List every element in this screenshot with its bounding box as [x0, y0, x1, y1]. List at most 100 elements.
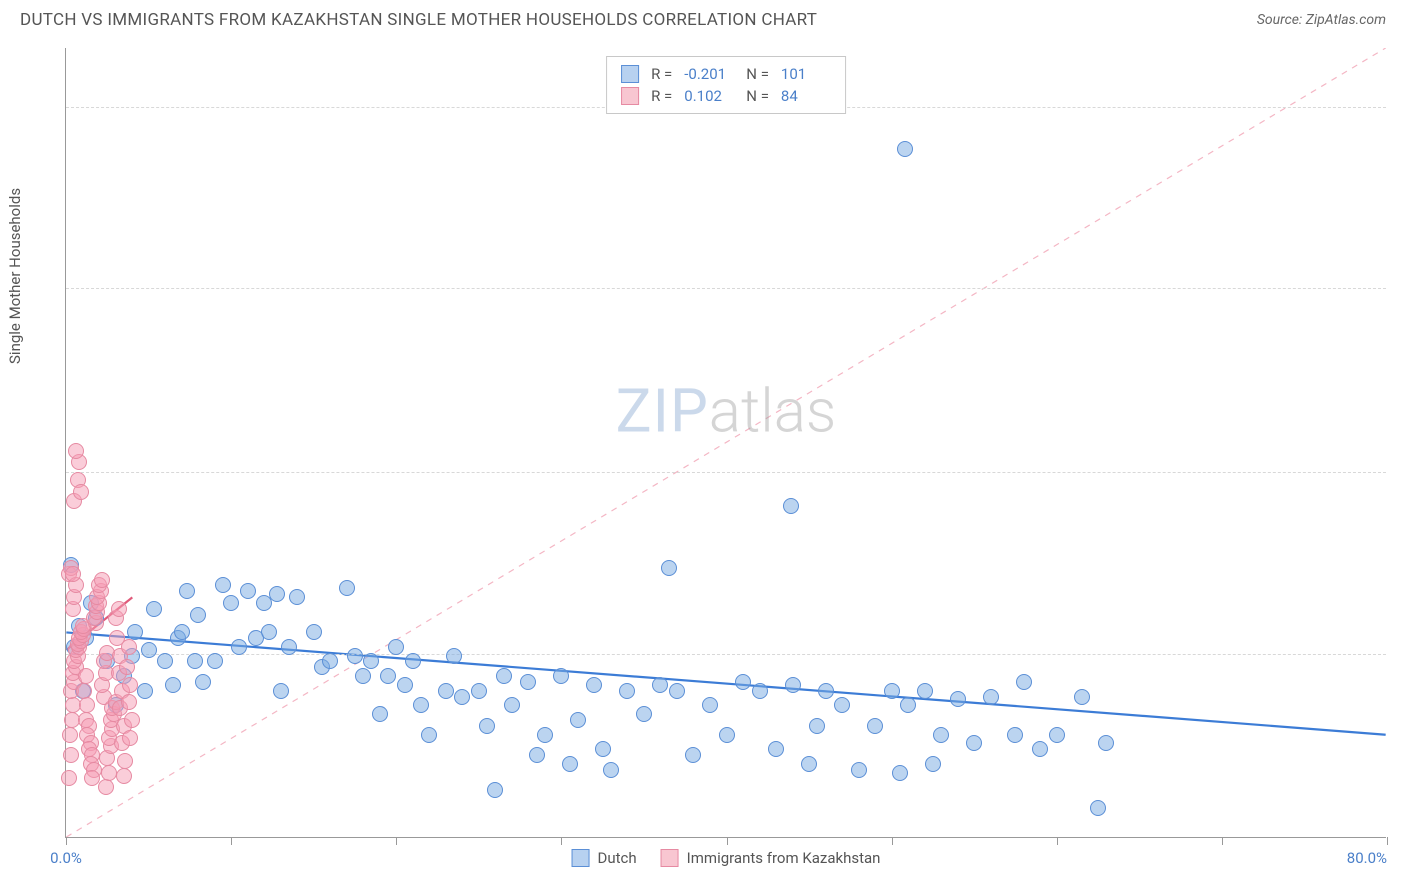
data-point	[562, 756, 578, 772]
data-point	[117, 753, 133, 769]
data-point	[65, 697, 81, 713]
data-point	[809, 718, 825, 734]
x-min-label: 0.0%	[50, 849, 82, 867]
data-point	[421, 727, 437, 743]
data-point	[122, 677, 138, 693]
data-point	[111, 601, 127, 617]
data-point	[685, 747, 701, 763]
data-point	[195, 674, 211, 690]
data-point	[121, 694, 137, 710]
data-point	[231, 639, 247, 655]
x-tick	[727, 837, 728, 845]
data-point	[504, 697, 520, 713]
data-point	[62, 727, 78, 743]
data-point	[121, 639, 137, 655]
data-point	[101, 765, 117, 781]
data-point	[636, 706, 652, 722]
data-point	[933, 727, 949, 743]
data-point	[884, 683, 900, 699]
data-point	[479, 718, 495, 734]
data-point	[801, 756, 817, 772]
data-point	[273, 683, 289, 699]
data-point	[851, 762, 867, 778]
x-tick	[1387, 837, 1388, 845]
legend-item: Dutch	[572, 849, 637, 867]
x-tick	[1057, 837, 1058, 845]
data-point	[785, 677, 801, 693]
x-tick	[396, 837, 397, 845]
data-point	[1098, 735, 1114, 751]
chart-title: DUTCH VS IMMIGRANTS FROM KAZAKHSTAN SING…	[20, 10, 817, 30]
data-point	[157, 653, 173, 669]
data-point	[223, 595, 239, 611]
data-point	[1007, 727, 1023, 743]
data-point	[179, 583, 195, 599]
x-max-label: 80.0%	[1347, 849, 1387, 867]
data-point	[61, 770, 77, 786]
data-point	[98, 779, 114, 795]
data-point	[79, 697, 95, 713]
data-point	[661, 560, 677, 576]
legend-item: Immigrants from Kazakhstan	[661, 849, 881, 867]
correlation-legend: R =-0.201N =101R =0.102N =84	[606, 56, 846, 114]
data-point	[702, 697, 718, 713]
data-point	[520, 674, 536, 690]
chart-source: Source: ZipAtlas.com	[1257, 12, 1386, 28]
data-point	[619, 683, 635, 699]
data-point	[570, 712, 586, 728]
data-point	[595, 741, 611, 757]
data-point	[413, 697, 429, 713]
y-tick-label: 12.5%	[1391, 463, 1406, 481]
data-point	[1074, 689, 1090, 705]
gridline	[66, 288, 1386, 289]
data-point	[892, 765, 908, 781]
legend-swatch	[621, 65, 639, 83]
data-point	[68, 443, 84, 459]
data-point	[355, 668, 371, 684]
data-point	[405, 653, 421, 669]
watermark: ZIPatlas	[616, 375, 837, 446]
data-point	[240, 583, 256, 599]
chart-header: DUTCH VS IMMIGRANTS FROM KAZAKHSTAN SING…	[0, 0, 1406, 38]
data-point	[917, 683, 933, 699]
data-point	[454, 689, 470, 705]
trend-lines	[66, 48, 1386, 837]
data-point	[1049, 727, 1065, 743]
data-point	[752, 683, 768, 699]
y-tick-label: 25.0%	[1391, 98, 1406, 116]
data-point	[322, 653, 338, 669]
legend-row: R =0.102N =84	[621, 85, 831, 107]
data-point	[363, 653, 379, 669]
chart-container: Single Mother Households ZIPatlas R =-0.…	[50, 48, 1386, 838]
data-point	[983, 689, 999, 705]
data-point	[1032, 741, 1048, 757]
data-point	[719, 727, 735, 743]
data-point	[76, 683, 92, 699]
legend-swatch	[661, 849, 679, 867]
data-point	[950, 691, 966, 707]
data-point	[397, 677, 413, 693]
data-point	[187, 653, 203, 669]
data-point	[261, 624, 277, 640]
data-point	[380, 668, 396, 684]
data-point	[190, 607, 206, 623]
data-point	[137, 683, 153, 699]
legend-swatch	[572, 849, 590, 867]
data-point	[289, 589, 305, 605]
data-point	[94, 572, 110, 588]
plot-area: ZIPatlas R =-0.201N =101R =0.102N =84 Du…	[65, 48, 1386, 838]
y-tick-label: 18.8%	[1391, 279, 1406, 297]
data-point	[586, 677, 602, 693]
data-point	[347, 648, 363, 664]
data-point	[116, 768, 132, 784]
data-point	[966, 735, 982, 751]
data-point	[388, 639, 404, 655]
data-point	[119, 659, 135, 675]
data-point	[127, 624, 143, 640]
y-axis-label: Single Mother Households	[6, 188, 24, 364]
data-point	[735, 674, 751, 690]
data-point	[146, 601, 162, 617]
data-point	[306, 624, 322, 640]
x-tick	[66, 837, 67, 845]
data-point	[496, 668, 512, 684]
